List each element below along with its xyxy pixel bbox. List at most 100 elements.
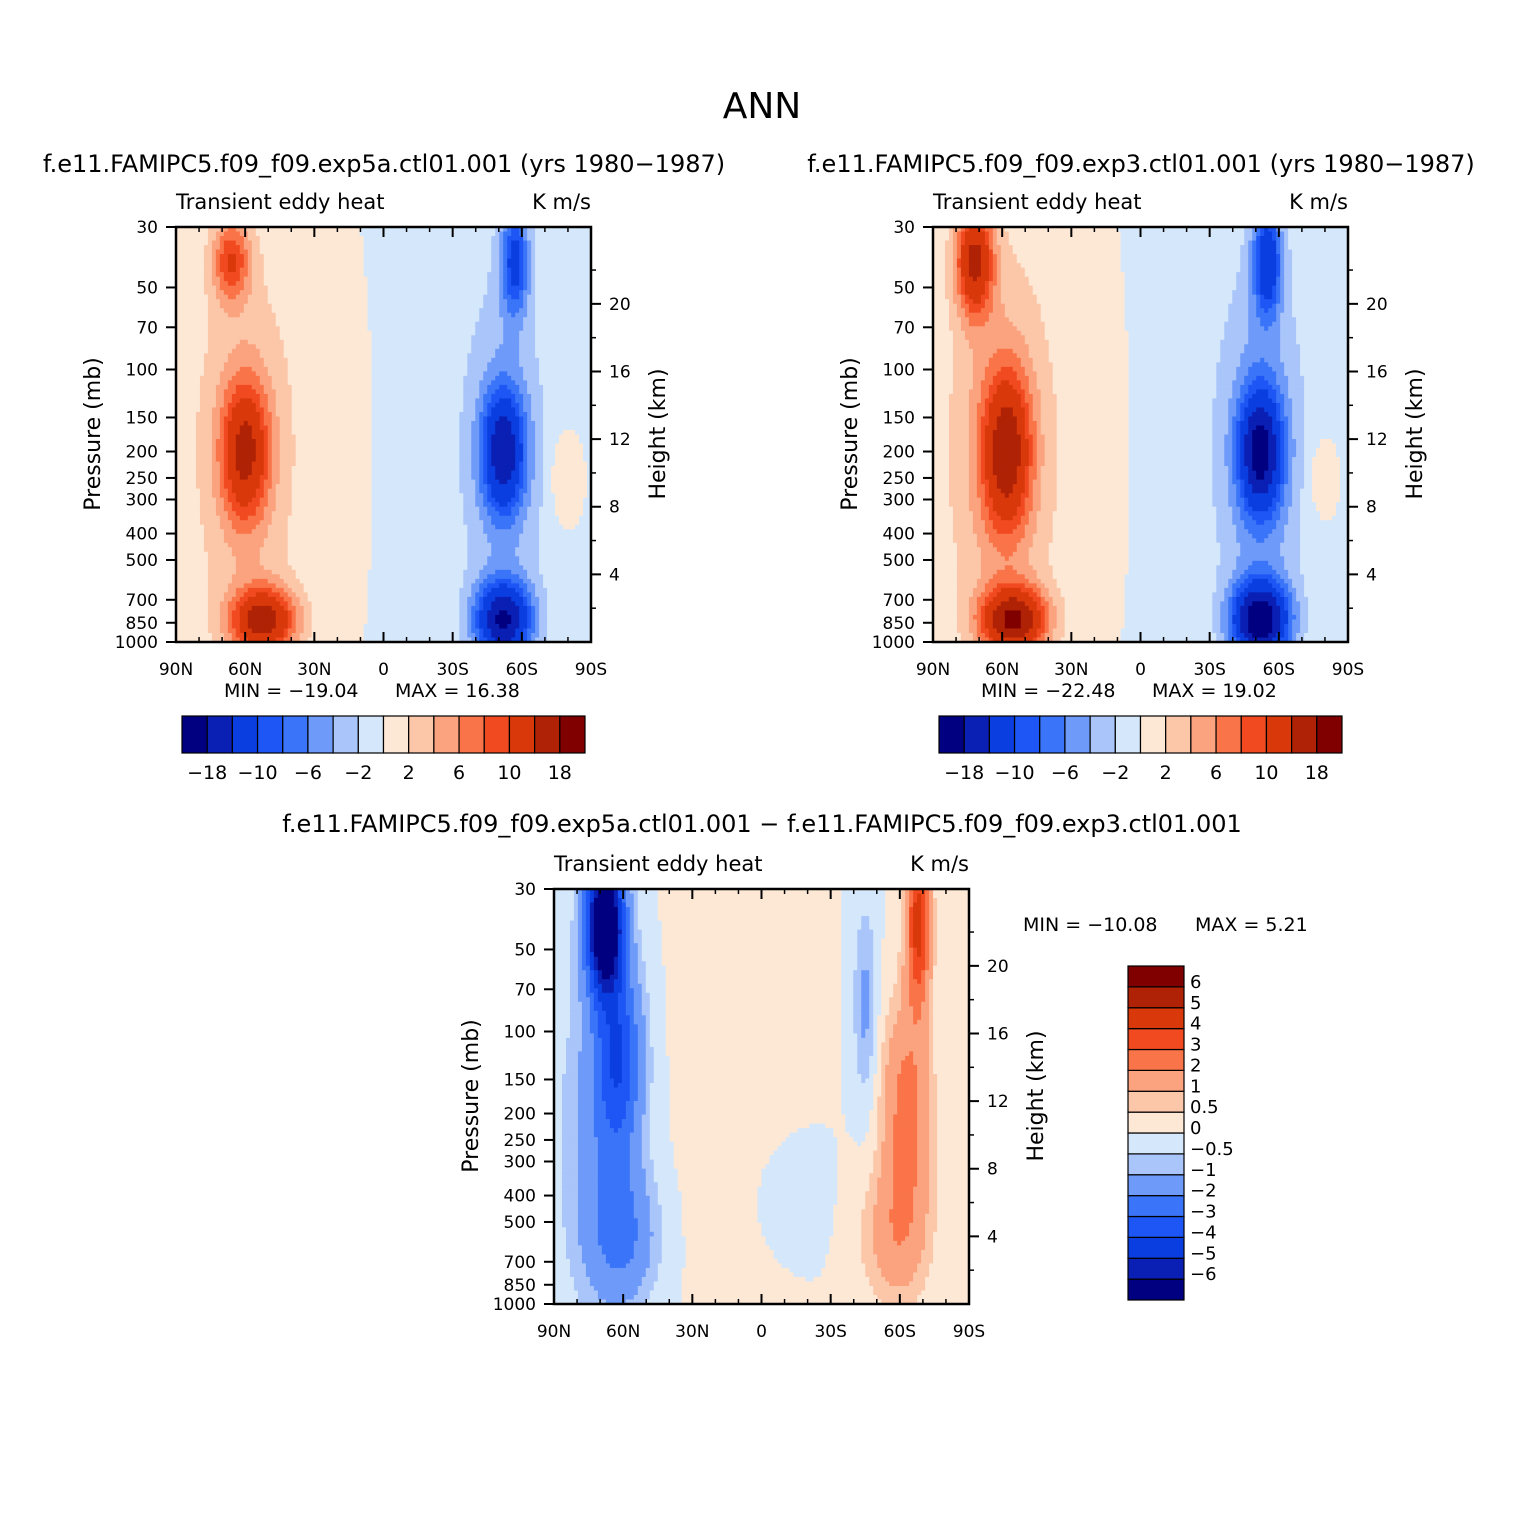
contour-cell <box>360 353 365 358</box>
contour-cell <box>284 295 289 300</box>
contour-cell <box>240 385 245 390</box>
contour-cell <box>248 489 253 494</box>
contour-cell <box>336 466 341 471</box>
contour-cell <box>188 511 193 516</box>
contour-cell <box>228 484 233 489</box>
contour-cell <box>352 633 357 638</box>
contour-cell <box>372 552 377 557</box>
contour-cell <box>260 561 265 566</box>
contour-cell <box>200 471 205 476</box>
contour-cell <box>240 606 245 611</box>
contour-cell <box>268 425 273 430</box>
contour-cell <box>368 263 373 268</box>
contour-cell <box>260 511 265 516</box>
contour-cell <box>244 453 249 458</box>
contour-cell <box>220 254 225 259</box>
contour-cell <box>308 457 313 462</box>
contour-cell <box>260 439 265 444</box>
contour-cell <box>320 389 325 394</box>
contour-cell <box>332 457 337 462</box>
contour-cell <box>352 628 357 633</box>
contour-cell <box>212 385 217 390</box>
contour-cell <box>212 232 217 237</box>
contour-cell <box>384 606 389 611</box>
contour-cell <box>268 232 273 237</box>
contour-cell <box>292 498 297 503</box>
contour-cell <box>184 588 189 593</box>
contour-cell <box>300 412 305 417</box>
contour-cell <box>264 480 269 485</box>
contour-cell <box>256 525 261 530</box>
contour-cell <box>312 362 317 367</box>
contour-cell <box>300 435 305 440</box>
contour-cell <box>280 281 285 286</box>
contour-cell <box>360 236 365 241</box>
contour-cell <box>296 335 301 340</box>
contour-cell <box>212 349 217 354</box>
contour-cell <box>320 583 325 588</box>
contour-cell <box>240 412 245 417</box>
contour-cell <box>372 507 377 512</box>
contour-cell <box>300 471 305 476</box>
contour-cell <box>288 308 293 313</box>
contour-cell <box>340 232 345 237</box>
contour-cell <box>387 574 392 579</box>
contour-cell <box>376 299 381 304</box>
contour-cell <box>192 615 197 620</box>
contour-cell <box>204 462 209 467</box>
contour-cell <box>372 358 377 363</box>
contour-cell <box>387 326 392 331</box>
contour-cell <box>240 457 245 462</box>
contour-cell <box>387 462 392 467</box>
contour-cell <box>352 245 357 250</box>
contour-cell <box>240 331 245 336</box>
contour-cell <box>308 362 313 367</box>
contour-cell <box>280 565 285 570</box>
contour-cell <box>192 353 197 358</box>
contour-cell <box>236 624 241 629</box>
contour-cell <box>192 250 197 255</box>
contour-cell <box>248 435 253 440</box>
contour-cell <box>316 619 321 624</box>
contour-cell <box>344 579 349 584</box>
contour-cell <box>376 304 381 309</box>
contour-cell <box>280 394 285 399</box>
contour-cell <box>188 385 193 390</box>
contour-cell <box>352 326 357 331</box>
contour-cell <box>204 583 209 588</box>
contour-cell <box>224 462 229 467</box>
contour-cell <box>220 281 225 286</box>
contour-cell <box>256 232 261 237</box>
contour-cell <box>236 552 241 557</box>
contour-cell <box>328 574 333 579</box>
contour-cell <box>304 290 309 295</box>
contour-cell <box>184 565 189 570</box>
contour-cell <box>352 565 357 570</box>
contour-cell <box>184 389 189 394</box>
contour-cell <box>384 425 389 430</box>
contour-cell <box>240 376 245 381</box>
contour-cell <box>244 457 249 462</box>
contour-cell <box>264 241 269 246</box>
contour-cell <box>296 610 301 615</box>
contour-cell <box>184 313 189 318</box>
contour-cell <box>364 484 369 489</box>
contour-cell <box>360 520 365 525</box>
contour-cell <box>264 290 269 295</box>
contour-cell <box>284 403 289 408</box>
contour-cell <box>244 385 249 390</box>
contour-cell <box>236 407 241 412</box>
contour-cell <box>376 574 381 579</box>
contour-cell <box>328 435 333 440</box>
contour-cell <box>252 344 257 349</box>
contour-cell <box>308 525 313 530</box>
contour-cell <box>324 268 329 273</box>
contour-cell <box>252 407 257 412</box>
contour-cell <box>188 245 193 250</box>
contour-cell <box>324 543 329 548</box>
contour-cell <box>308 286 313 291</box>
contour-cell <box>344 430 349 435</box>
contour-cell <box>352 480 357 485</box>
contour-cell <box>228 534 233 539</box>
contour-cell <box>208 326 213 331</box>
